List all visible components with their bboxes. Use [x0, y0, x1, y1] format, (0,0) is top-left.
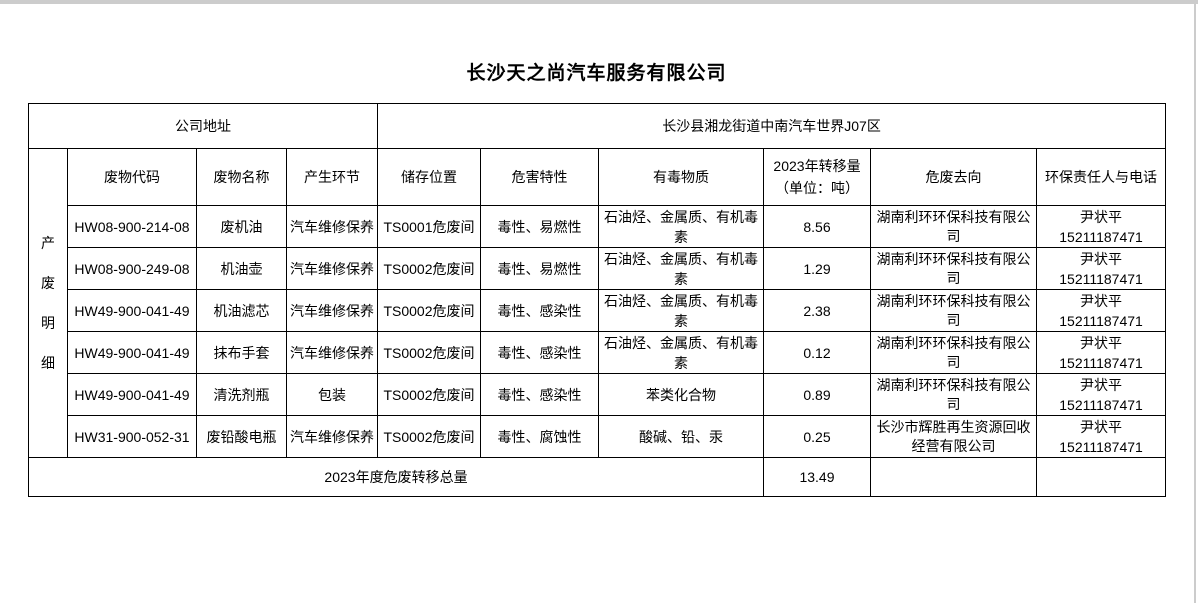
cell-hazard: 毒性、易燃性	[480, 205, 599, 248]
cell-toxic: 石油烃、金属质、有机毒素	[598, 205, 764, 248]
cell-amount: 2.38	[763, 289, 871, 332]
table-row: HW49-900-041-49 清洗剂瓶 包装 TS0002危废间 毒性、感染性…	[29, 373, 1167, 416]
cell-stage: 汽车维修保养	[286, 205, 378, 248]
col-header-hazard: 危害特性	[480, 148, 599, 206]
cell-waste-code: HW49-900-041-49	[67, 373, 197, 416]
col-header-amount: 2023年转移量 （单位：吨）	[763, 148, 871, 206]
col-header-destination: 危废去向	[870, 148, 1037, 206]
cell-toxic: 石油烃、金属质、有机毒素	[598, 289, 764, 332]
cell-amount: 0.25	[763, 415, 871, 458]
total-amount: 13.49	[763, 457, 871, 497]
cell-waste-name: 抹布手套	[196, 331, 287, 374]
cell-amount: 8.56	[763, 205, 871, 248]
total-label: 2023年度危废转移总量	[28, 457, 764, 497]
total-row: 2023年度危废转移总量 13.49	[28, 457, 1167, 497]
cell-contact: 尹状平 15211187471	[1035, 373, 1167, 416]
col-header-contact: 环保责任人与电话	[1035, 148, 1167, 206]
cell-contact: 尹状平 15211187471	[1035, 331, 1167, 374]
cell-destination: 湖南利环环保科技有限公司	[870, 289, 1037, 332]
cell-hazard: 毒性、感染性	[480, 289, 599, 332]
cell-toxic: 酸碱、铅、汞	[598, 415, 764, 458]
total-contact-empty	[1035, 457, 1167, 497]
cell-stage: 汽车维修保养	[286, 289, 378, 332]
cell-contact: 尹状平 15211187471	[1035, 289, 1167, 332]
cell-waste-name: 机油滤芯	[196, 289, 287, 332]
cell-destination: 湖南利环环保科技有限公司	[870, 205, 1037, 248]
col-header-storage: 储存位置	[377, 148, 481, 206]
company-address-label: 公司地址	[28, 103, 378, 149]
cell-destination: 湖南利环环保科技有限公司	[870, 373, 1037, 416]
cell-contact: 尹状平 15211187471	[1035, 415, 1167, 458]
cell-amount: 0.12	[763, 331, 871, 374]
address-row: 公司地址 长沙县湘龙街道中南汽车世界J07区	[28, 103, 1167, 149]
cell-stage: 汽车维修保养	[286, 331, 378, 374]
cell-toxic: 苯类化合物	[598, 373, 764, 416]
col-header-toxic: 有毒物质	[598, 148, 764, 206]
cell-stage: 包装	[286, 373, 378, 416]
column-header-row: 产 废 明 细 废物代码 废物名称 产生环节 储存位置 危害特性 有毒物质 20…	[28, 148, 1167, 458]
cell-waste-code: HW31-900-052-31	[67, 415, 197, 458]
cell-toxic: 石油烃、金属质、有机毒素	[598, 331, 764, 374]
cell-waste-code: HW49-900-041-49	[67, 331, 197, 374]
cell-storage: TS0001危废间	[377, 205, 481, 248]
col-header-waste-name: 废物名称	[196, 148, 287, 206]
cell-waste-name: 机油壶	[196, 247, 287, 290]
cell-waste-name: 清洗剂瓶	[196, 373, 287, 416]
cell-contact: 尹状平 15211187471	[1035, 247, 1167, 290]
cell-amount: 1.29	[763, 247, 871, 290]
viewport-right-edge	[1194, 4, 1196, 603]
cell-storage: TS0002危废间	[377, 247, 481, 290]
cell-stage: 汽车维修保养	[286, 247, 378, 290]
total-destination-empty	[870, 457, 1037, 497]
table-row: HW08-900-214-08 废机油 汽车维修保养 TS0001危废间 毒性、…	[29, 205, 1167, 248]
viewport-top-edge	[0, 0, 1198, 4]
cell-destination: 湖南利环环保科技有限公司	[870, 247, 1037, 290]
cell-waste-name: 废机油	[196, 205, 287, 248]
cell-stage: 汽车维修保养	[286, 415, 378, 458]
hazardous-waste-table: 公司地址 长沙县湘龙街道中南汽车世界J07区 产 废 明 细 废物代码 废物名称…	[28, 103, 1167, 497]
cell-amount: 0.89	[763, 373, 871, 416]
company-address-value: 长沙县湘龙街道中南汽车世界J07区	[376, 103, 1167, 149]
cell-waste-code: HW08-900-214-08	[67, 205, 197, 248]
col-header-waste-code: 废物代码	[67, 148, 197, 206]
table-row: HW31-900-052-31 废铅酸电瓶 汽车维修保养 TS0002危废间 毒…	[29, 415, 1167, 458]
col-header-stage: 产生环节	[286, 148, 378, 206]
cell-waste-code: HW49-900-041-49	[67, 289, 197, 332]
cell-hazard: 毒性、腐蚀性	[480, 415, 599, 458]
cell-contact: 尹状平 15211187471	[1035, 205, 1167, 248]
table-row: HW49-900-041-49 抹布手套 汽车维修保养 TS0002危废间 毒性…	[29, 331, 1167, 374]
cell-storage: TS0002危废间	[377, 289, 481, 332]
table-row: HW08-900-249-08 机油壶 汽车维修保养 TS0002危废间 毒性、…	[29, 247, 1167, 290]
cell-storage: TS0002危废间	[377, 331, 481, 374]
company-title: 长沙天之尚汽车服务有限公司	[466, 63, 727, 84]
cell-hazard: 毒性、感染性	[480, 331, 599, 374]
cell-waste-name: 废铅酸电瓶	[196, 415, 287, 458]
cell-storage: TS0002危废间	[377, 373, 481, 416]
cell-destination: 长沙市辉胜再生资源回收经营有限公司	[870, 415, 1037, 458]
side-label-waste-detail: 产 废 明 细	[28, 148, 68, 458]
cell-hazard: 毒性、易燃性	[480, 247, 599, 290]
table-row: HW49-900-041-49 机油滤芯 汽车维修保养 TS0002危废间 毒性…	[29, 289, 1167, 332]
cell-toxic: 石油烃、金属质、有机毒素	[598, 247, 764, 290]
cell-waste-code: HW08-900-249-08	[67, 247, 197, 290]
cell-destination: 湖南利环环保科技有限公司	[870, 331, 1037, 374]
cell-storage: TS0002危废间	[377, 415, 481, 458]
cell-hazard: 毒性、感染性	[480, 373, 599, 416]
